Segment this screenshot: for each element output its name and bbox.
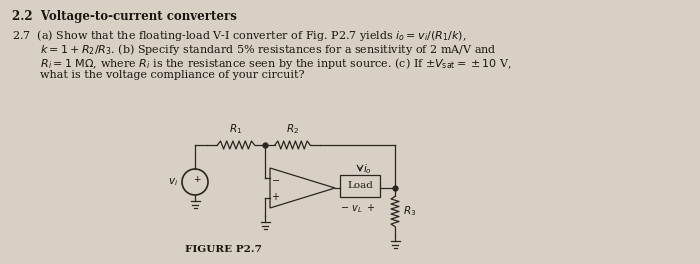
Text: 2.7  (a) Show that the floating-load V-I converter of Fig. P2.7 yields $i_o = v_: 2.7 (a) Show that the floating-load V-I … [12, 28, 466, 43]
Text: +: + [193, 175, 201, 183]
Text: $v_i$: $v_i$ [168, 176, 178, 188]
Text: 2.2  Voltage-to-current converters: 2.2 Voltage-to-current converters [12, 10, 237, 23]
Text: $R_2$: $R_2$ [286, 122, 299, 136]
Text: $-$: $-$ [272, 174, 281, 184]
Text: $i_o$: $i_o$ [363, 162, 372, 176]
Text: $R_1$: $R_1$ [230, 122, 243, 136]
Text: $+$: $+$ [272, 191, 281, 202]
Text: FIGURE P2.7: FIGURE P2.7 [185, 245, 262, 254]
Text: Load: Load [347, 182, 373, 191]
Text: $k = 1 + R_2/R_3$. (b) Specify standard 5% resistances for a sensitivity of 2 mA: $k = 1 + R_2/R_3$. (b) Specify standard … [12, 42, 496, 57]
Text: $R_3$: $R_3$ [403, 205, 416, 218]
Text: $R_i = 1\ \mathrm{M}\Omega$, where $R_i$ is the resistance seen by the input sou: $R_i = 1\ \mathrm{M}\Omega$, where $R_i$… [12, 56, 512, 71]
Bar [340, 175, 380, 197]
Text: what is the voltage compliance of your circuit?: what is the voltage compliance of your c… [12, 70, 304, 80]
Text: $-\ v_L\ +$: $-\ v_L\ +$ [340, 202, 376, 215]
